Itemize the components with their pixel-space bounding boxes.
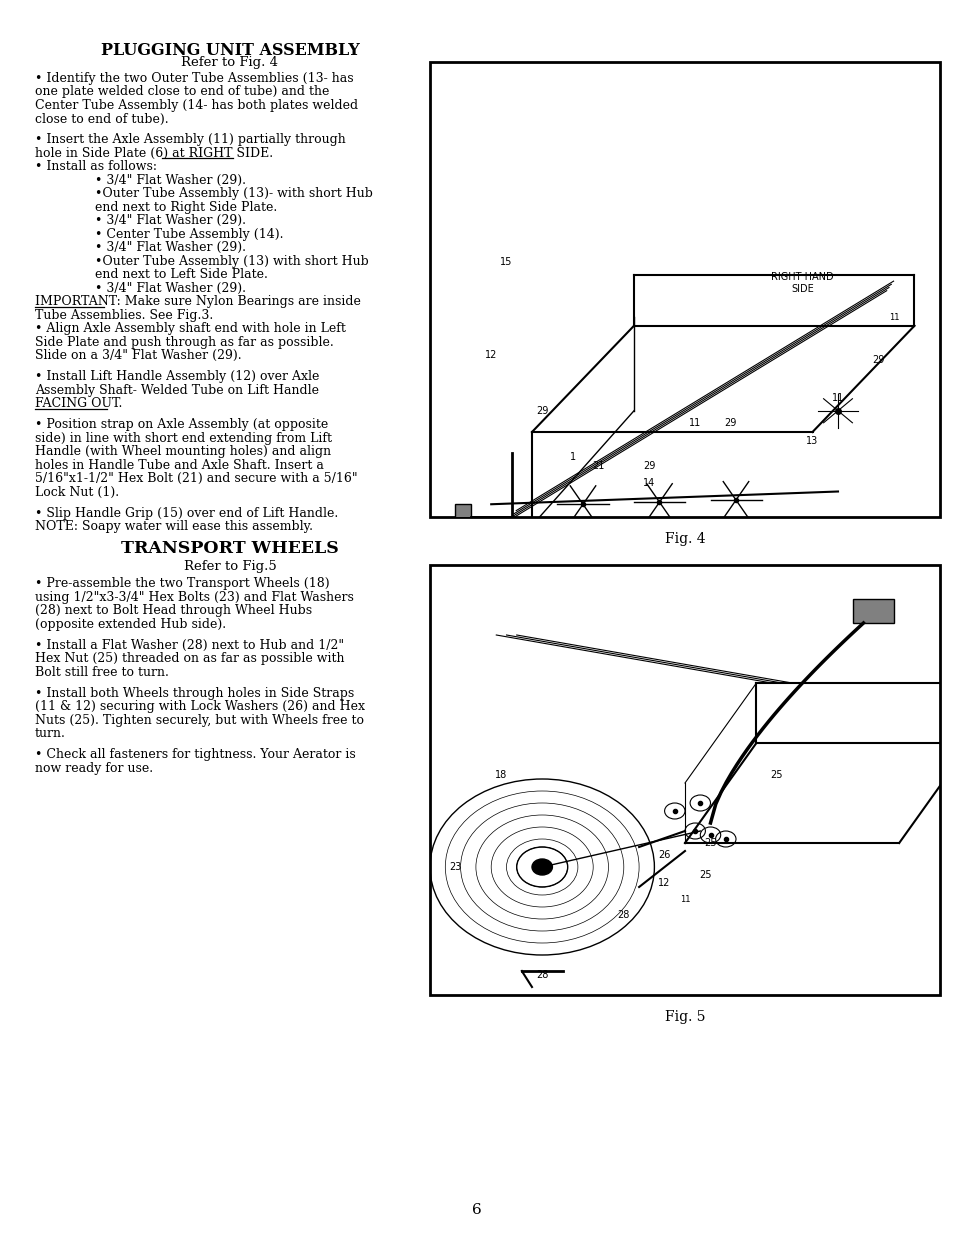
Text: • 3/4" Flat Washer (29).: • 3/4" Flat Washer (29). (95, 281, 246, 295)
Circle shape (532, 859, 552, 875)
Text: • Center Tube Assembly (14).: • Center Tube Assembly (14). (95, 228, 283, 241)
Text: Nuts (25). Tighten securely, but with Wheels free to: Nuts (25). Tighten securely, but with Wh… (35, 713, 364, 727)
Text: 11: 11 (888, 312, 899, 322)
Bar (852, 598, 893, 623)
Text: now ready for use.: now ready for use. (35, 761, 153, 775)
Text: • Position strap on Axle Assembly (at opposite: • Position strap on Axle Assembly (at op… (35, 418, 328, 431)
Text: • Check all fasteners for tightness. Your Aerator is: • Check all fasteners for tightness. You… (35, 748, 355, 761)
Text: Assembly Shaft- Welded Tube on Lift Handle: Assembly Shaft- Welded Tube on Lift Hand… (35, 384, 318, 397)
Text: 5/16"x1-1/2" Hex Bolt (21) and secure with a 5/16": 5/16"x1-1/2" Hex Bolt (21) and secure wi… (35, 473, 357, 485)
Text: • Install Lift Handle Assembly (12) over Axle: • Install Lift Handle Assembly (12) over… (35, 370, 319, 384)
Text: hole in Side Plate (6) at: hole in Side Plate (6) at (35, 147, 189, 160)
Text: •Outer Tube Assembly (13)- with short Hub: •Outer Tube Assembly (13)- with short Hu… (95, 188, 373, 200)
Text: • Install as follows:: • Install as follows: (35, 160, 157, 174)
Text: • Pre-assemble the two Transport Wheels (18): • Pre-assemble the two Transport Wheels … (35, 578, 330, 590)
Text: 25: 25 (770, 770, 782, 780)
Text: • Install a Flat Washer (28) next to Hub and 1/2": • Install a Flat Washer (28) next to Hub… (35, 639, 344, 652)
Text: • 3/4" Flat Washer (29).: • 3/4" Flat Washer (29). (95, 215, 246, 227)
Text: Refer to Fig.5: Refer to Fig.5 (183, 560, 276, 574)
Text: • 3/4" Flat Washer (29).: • 3/4" Flat Washer (29). (95, 174, 246, 186)
Text: 12: 12 (658, 879, 670, 888)
Text: TRANSPORT WHEELS: TRANSPORT WHEELS (121, 540, 338, 558)
Text: Refer to Fig. 4: Refer to Fig. 4 (181, 56, 278, 69)
Text: end next to Right Side Plate.: end next to Right Side Plate. (95, 201, 277, 213)
Text: NOTE: Soapy water will ease this assembly.: NOTE: Soapy water will ease this assembl… (35, 521, 313, 533)
Text: • Install both Wheels through holes in Side Straps: • Install both Wheels through holes in S… (35, 687, 354, 700)
Text: 13: 13 (805, 436, 818, 445)
Text: Bolt still free to turn.: Bolt still free to turn. (35, 666, 169, 679)
Text: (opposite extended Hub side).: (opposite extended Hub side). (35, 618, 226, 631)
Text: Fig. 5: Fig. 5 (664, 1009, 704, 1024)
Text: •Outer Tube Assembly (13) with short Hub: •Outer Tube Assembly (13) with short Hub (95, 255, 369, 268)
Text: 14: 14 (642, 478, 655, 487)
Text: Tube Assemblies. See Fig.3.: Tube Assemblies. See Fig.3. (35, 308, 213, 322)
Text: close to end of tube).: close to end of tube). (35, 112, 169, 126)
Text: RIGHT HAND
SIDE: RIGHT HAND SIDE (770, 273, 833, 294)
Text: 11: 11 (831, 392, 843, 404)
Text: Fig. 4: Fig. 4 (664, 532, 704, 545)
Text: • 3/4" Flat Washer (29).: • 3/4" Flat Washer (29). (95, 242, 246, 254)
Text: • Align Axle Assembly shaft end with hole in Left: • Align Axle Assembly shaft end with hol… (35, 322, 346, 336)
Text: Lock Nut (1).: Lock Nut (1). (35, 486, 119, 499)
Text: • Insert the Axle Assembly (11) partially through: • Insert the Axle Assembly (11) partiall… (35, 133, 345, 147)
Text: (28) next to Bolt Head through Wheel Hubs: (28) next to Bolt Head through Wheel Hub… (35, 605, 312, 617)
Text: IMPORTANT: Make sure Nylon Bearings are inside: IMPORTANT: Make sure Nylon Bearings are … (35, 295, 360, 308)
Bar (455, 505, 471, 526)
Bar (430, 62, 939, 517)
Text: • Slip Handle Grip (15) over end of Lift Handle.: • Slip Handle Grip (15) over end of Lift… (35, 507, 338, 520)
Text: 25: 25 (703, 838, 716, 848)
Text: Side Plate and push through as far as possible.: Side Plate and push through as far as po… (35, 336, 334, 349)
Text: 18: 18 (495, 770, 507, 780)
Text: hole in Side Plate (6) at RIGHT SIDE.: hole in Side Plate (6) at RIGHT SIDE. (35, 147, 273, 160)
Text: (11 & 12) securing with Lock Washers (26) and Hex: (11 & 12) securing with Lock Washers (26… (35, 701, 365, 713)
Text: holes in Handle Tube and Axle Shaft. Insert a: holes in Handle Tube and Axle Shaft. Ins… (35, 459, 323, 471)
Text: 6: 6 (472, 1203, 481, 1217)
Text: 15: 15 (499, 257, 512, 267)
Text: 28: 28 (617, 909, 629, 921)
Text: PLUGGING UNIT ASSEMBLY: PLUGGING UNIT ASSEMBLY (100, 42, 359, 59)
Text: 11: 11 (679, 895, 690, 903)
Text: 1: 1 (569, 453, 576, 463)
Text: Slide on a 3/4" Flat Washer (29).: Slide on a 3/4" Flat Washer (29). (35, 349, 241, 363)
Text: • Identify the two Outer Tube Assemblies (13- has: • Identify the two Outer Tube Assemblies… (35, 72, 354, 85)
Text: turn.: turn. (35, 727, 66, 740)
Text: Handle (with Wheel mounting holes) and align: Handle (with Wheel mounting holes) and a… (35, 445, 331, 458)
Text: 29: 29 (536, 406, 548, 416)
Text: 26: 26 (658, 850, 670, 860)
Text: using 1/2"x3-3/4" Hex Bolts (23) and Flat Washers: using 1/2"x3-3/4" Hex Bolts (23) and Fla… (35, 591, 354, 603)
Text: side) in line with short end extending from Lift: side) in line with short end extending f… (35, 432, 332, 444)
Text: 12: 12 (484, 350, 497, 360)
Bar (430, 565, 939, 995)
Text: FACING OUT.: FACING OUT. (35, 397, 122, 411)
Text: 25: 25 (699, 870, 711, 880)
Text: Center Tube Assembly (14- has both plates welded: Center Tube Assembly (14- has both plate… (35, 99, 357, 112)
Text: 29: 29 (724, 418, 737, 428)
Text: 23: 23 (449, 863, 461, 872)
Text: 11: 11 (688, 418, 700, 428)
Text: 21: 21 (592, 462, 604, 471)
Text: one plate welded close to end of tube) and the: one plate welded close to end of tube) a… (35, 85, 329, 99)
Text: Hex Nut (25) threaded on as far as possible with: Hex Nut (25) threaded on as far as possi… (35, 653, 344, 665)
Text: 29: 29 (872, 354, 884, 365)
Text: 29: 29 (642, 462, 655, 471)
Text: end next to Left Side Plate.: end next to Left Side Plate. (95, 269, 268, 281)
Text: 28: 28 (536, 970, 548, 980)
